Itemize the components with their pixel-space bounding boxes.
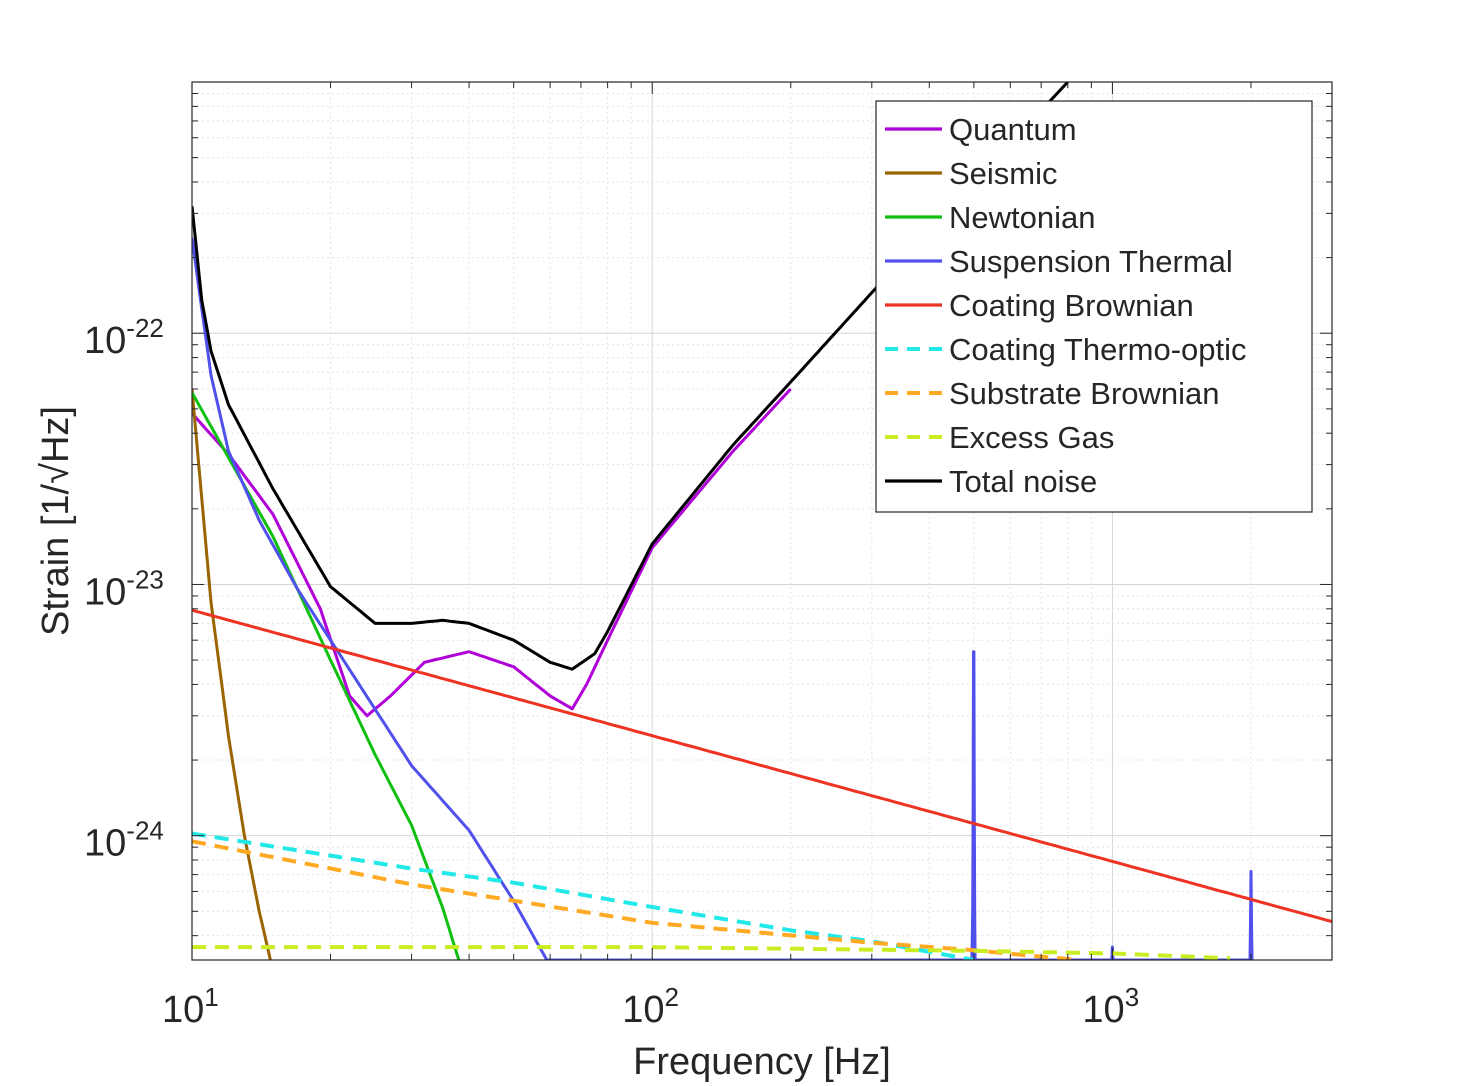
x-tick-exponent: 1 [204, 982, 218, 1012]
series-line-coating-brownian [192, 608, 1332, 924]
legend: Quantum Seismic Newtonian Suspension Therma… [875, 100, 1313, 513]
y-tick-label: 10-22 [84, 313, 164, 362]
legend-label: Seismic [949, 156, 1058, 191]
x-tick-label: 101 [162, 982, 219, 1031]
x-tick-exponent: 3 [1125, 982, 1139, 1012]
y-axis-label: Strain [1/√Hz] [35, 406, 77, 636]
legend-label: Suspension Thermal [949, 244, 1233, 279]
legend-label: Quantum [949, 112, 1077, 147]
x-axis-label: Frequency [Hz] [633, 1041, 891, 1083]
legend-label: Total noise [949, 464, 1097, 499]
legend-box [875, 100, 1313, 513]
y-tick-exponent: -24 [126, 816, 164, 846]
x-tick-exponent: 2 [664, 982, 678, 1012]
legend-label: Newtonian [949, 200, 1095, 235]
series-line-excess-gas [192, 945, 1231, 960]
series-line-suspension-thermal [192, 237, 1254, 960]
series-line-seismic [192, 388, 272, 960]
legend-label: Substrate Brownian [949, 376, 1220, 411]
series-line-substrate-brownian [192, 839, 1081, 960]
x-tick-label: 102 [622, 982, 679, 1031]
y-tick-exponent: -22 [126, 313, 164, 343]
series-line-coating-thermo-optic [192, 831, 975, 960]
legend-label: Coating Brownian [949, 288, 1194, 323]
legend-label: Coating Thermo-optic [949, 332, 1247, 367]
series-line-quantum [192, 387, 792, 718]
plot-frame [191, 81, 1333, 961]
x-tick-label: 103 [1082, 982, 1139, 1031]
y-tick-label: 10-24 [84, 816, 164, 865]
y-tick-exponent: -23 [126, 564, 164, 594]
y-tick-label: 10-23 [84, 564, 164, 613]
series-group [192, 82, 1332, 960]
legend-label: Excess Gas [949, 420, 1114, 455]
